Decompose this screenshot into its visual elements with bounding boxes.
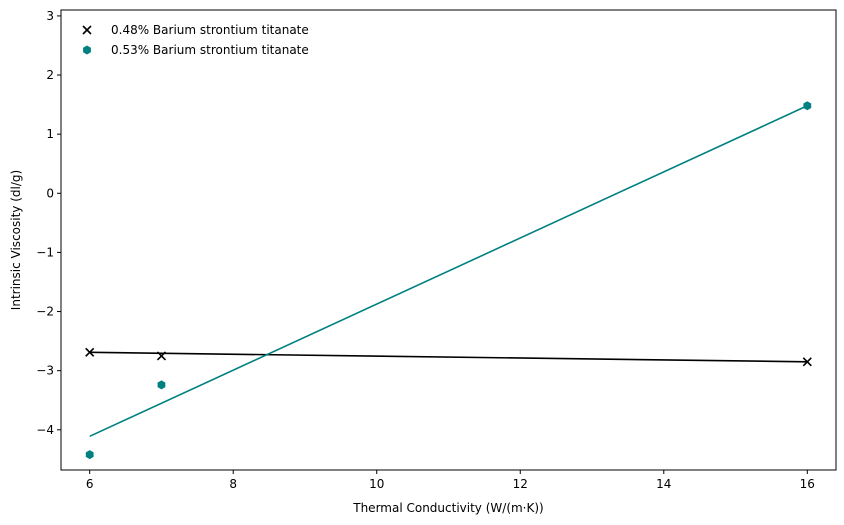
series-2-trend-line	[89, 105, 808, 438]
series-2-point	[157, 380, 166, 390]
y-tick-label: 0	[46, 186, 54, 200]
legend-item: 0.48% Barium strontium titanate	[82, 23, 309, 37]
series-1-point	[802, 357, 812, 367]
legend-label: 0.48% Barium strontium titanate	[111, 23, 309, 37]
series-2-point	[803, 101, 812, 111]
y-tick-label: −3	[36, 364, 54, 378]
legend-marker	[82, 25, 92, 35]
series-1-trend-line	[89, 351, 808, 363]
x-tick-label: 14	[656, 477, 671, 491]
y-tick-label: −4	[36, 423, 54, 437]
y-tick-label: −1	[36, 245, 54, 259]
series-2-point	[85, 450, 94, 460]
y-axis-label: Intrinsic Viscosity (dl/g)	[9, 170, 23, 310]
legend-label: 0.53% Barium strontium titanate	[111, 43, 309, 57]
x-tick-label: 16	[800, 477, 815, 491]
x-tick-label: 12	[513, 477, 528, 491]
x-axis-label: Thermal Conductivity (W/(m·K))	[352, 501, 543, 515]
x-tick-label: 10	[369, 477, 384, 491]
y-tick-label: 2	[46, 68, 54, 82]
y-tick-label: −2	[36, 305, 54, 319]
plot-area	[85, 101, 812, 460]
y-tick-label: 1	[46, 127, 54, 141]
series-1-point	[85, 347, 95, 357]
axes-frame	[60, 9, 837, 471]
x-tick-label: 8	[229, 477, 237, 491]
y-tick-label: 3	[46, 9, 54, 23]
legend: 0.48% Barium strontium titanate 0.53% Bar…	[82, 23, 309, 57]
x-tick-label: 6	[86, 477, 94, 491]
legend-marker	[83, 45, 91, 55]
series-1-point	[156, 351, 167, 361]
legend-item: 0.53% Barium strontium titanate	[83, 43, 309, 57]
